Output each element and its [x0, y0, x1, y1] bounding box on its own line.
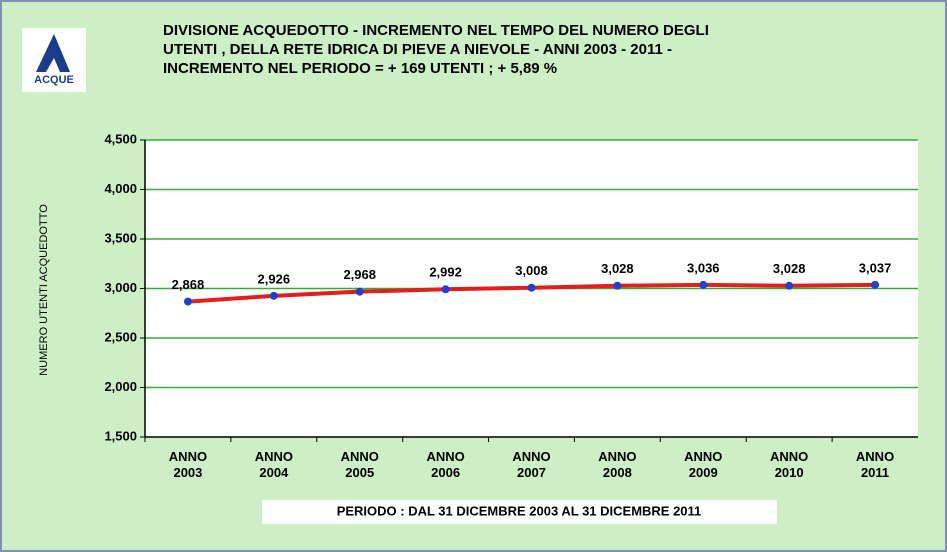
data-label: 2,968 — [343, 267, 376, 282]
y-tick-label: 2,000 — [104, 379, 137, 394]
data-label: 3,037 — [859, 260, 892, 275]
x-tick-label: ANNO 2010 — [770, 449, 809, 480]
x-tick-label: ANNO 2007 — [512, 449, 551, 480]
marker — [871, 280, 880, 289]
marker — [785, 281, 794, 290]
marker — [355, 287, 364, 296]
logo-text: ACQUE — [34, 74, 74, 86]
x-tick-label: ANNO 2003 — [168, 449, 208, 480]
y-tick-label: 1,500 — [104, 428, 137, 443]
footer: PERIODO : DAL 31 DICEMBRE 2003 AL 31 DIC… — [337, 503, 702, 518]
x-tick-label: ANNO 2004 — [254, 449, 293, 480]
data-label: 2,926 — [258, 271, 291, 286]
y-tick-label: 3,500 — [104, 230, 137, 245]
marker — [441, 285, 450, 294]
y-tick-label: 2,500 — [104, 329, 137, 344]
data-label: 2,992 — [429, 265, 462, 280]
data-label: 3,008 — [515, 263, 548, 278]
marker — [527, 283, 536, 292]
x-tick-label: ANNO 2011 — [855, 449, 895, 480]
chart-title: UTENTI , DELLA RETE IDRICA DI PIEVE A NI… — [163, 41, 672, 58]
x-tick-label: ANNO 2009 — [684, 449, 723, 480]
y-axis-label: NUMERO UTENTI ACQUEDOTTO — [38, 204, 50, 376]
chart-title: INCREMENTO NEL PERIODO = + 169 UTENTI ; … — [163, 60, 557, 77]
x-tick-label: ANNO 2006 — [426, 449, 465, 480]
x-tick-label: ANNO 2008 — [598, 449, 637, 480]
data-label: 3,028 — [773, 261, 806, 276]
y-tick-label: 3,000 — [104, 280, 137, 295]
marker — [699, 280, 708, 289]
data-label: 3,036 — [687, 260, 720, 275]
marker — [269, 291, 278, 300]
marker — [613, 281, 622, 290]
x-tick-label: ANNO 2005 — [340, 449, 379, 480]
y-tick-label: 4,000 — [104, 181, 137, 196]
data-label: 2,868 — [172, 277, 205, 292]
logo-icon — [36, 34, 70, 72]
marker — [183, 297, 192, 306]
chart-title: DIVISIONE ACQUEDOTTO - INCREMENTO NEL TE… — [163, 22, 709, 39]
data-label: 3,028 — [601, 261, 634, 276]
footer-box — [262, 500, 777, 524]
y-tick-label: 4,500 — [104, 131, 137, 146]
